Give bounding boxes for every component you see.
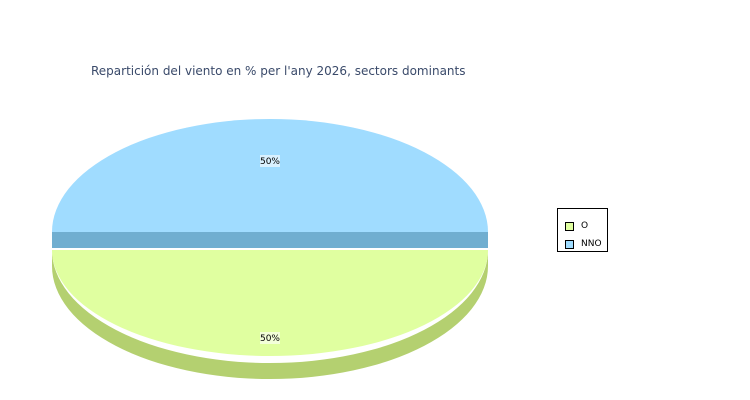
chart-legend: O NNO [557,208,608,252]
pie-slice-nno [52,119,488,232]
legend-item-o: O [565,217,607,235]
data-label-o: 50% [260,334,280,344]
legend-swatch-nno [565,239,574,249]
legend-label-nno: NNO [581,239,602,249]
data-label-nno-bg [260,155,280,167]
data-label-o-bg [260,332,280,344]
legend-label-o: O [581,221,589,231]
chart-title: Repartición del viento en % per l'any 20… [91,64,466,78]
data-label-nno: 50% [260,157,280,167]
legend-item-nno: NNO [565,235,607,253]
pie-slice-nno-side [52,232,488,248]
pie-slice-o [52,250,488,356]
legend-swatch-o [565,221,574,231]
